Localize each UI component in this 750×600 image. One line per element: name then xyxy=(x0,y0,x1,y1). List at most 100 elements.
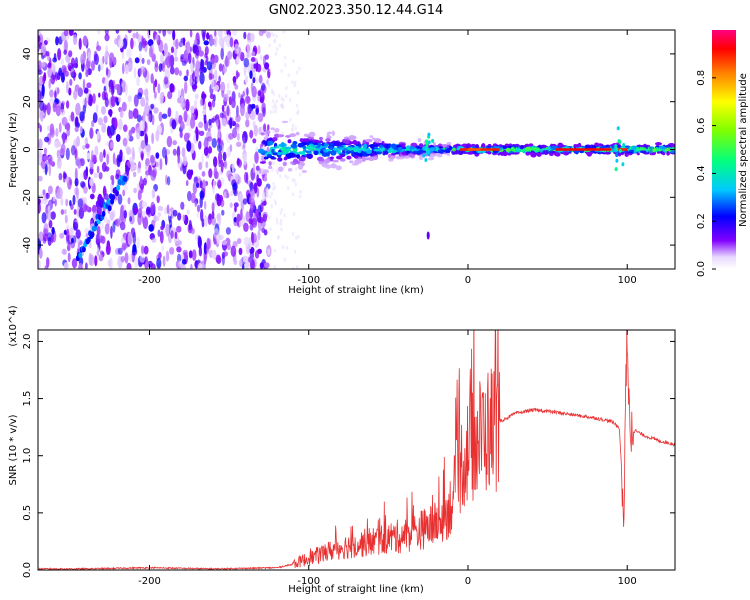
heatmap-cell xyxy=(150,263,156,269)
heatmap-cell xyxy=(431,138,435,143)
heatmap-cell xyxy=(156,215,160,222)
heatmap-cell xyxy=(143,245,149,255)
heatmap-cell xyxy=(38,69,43,75)
heatmap-cell xyxy=(81,246,86,253)
colorbar: 0.0 0.2 0.4 0.6 0.8 Normalized spectral ampl… xyxy=(696,30,749,277)
heatmap-cell xyxy=(98,199,102,206)
heatmap-cell xyxy=(276,47,279,52)
heatmap-cell xyxy=(40,160,46,170)
heatmap-cell xyxy=(212,180,216,189)
heatmap-cell xyxy=(239,259,243,267)
heatmap-cell xyxy=(246,50,250,59)
heatmap-cell xyxy=(293,249,297,254)
heatmap-cell xyxy=(286,175,289,180)
heatmap-cell xyxy=(280,208,283,212)
heatmap-cell xyxy=(515,148,522,153)
heatmap-cell xyxy=(403,155,411,159)
heatmap-cell xyxy=(172,148,177,156)
heatmap-cell xyxy=(144,132,148,144)
heatmap-cell xyxy=(211,138,217,148)
heatmap-cell xyxy=(108,109,113,116)
y-tick-label: 2.0 xyxy=(22,333,33,349)
heatmap-cell xyxy=(180,201,185,210)
heatmap-cell xyxy=(74,167,78,181)
heatmap-cell xyxy=(202,31,206,42)
heatmap-cell xyxy=(104,33,110,42)
heatmap-cell xyxy=(656,151,661,154)
heatmap-cell xyxy=(38,89,42,102)
heatmap-cell xyxy=(80,172,84,181)
heatmap-cell xyxy=(61,248,67,255)
heatmap-cell xyxy=(89,193,95,200)
heatmap-cell xyxy=(74,177,79,187)
heatmap-cell xyxy=(116,154,121,168)
heatmap-cell xyxy=(58,67,62,77)
heatmap-cell xyxy=(222,66,228,73)
heatmap-cell xyxy=(123,176,128,183)
heatmap-cell xyxy=(136,236,141,249)
heatmap-cell xyxy=(213,84,219,92)
figure-title: GN02.2023.350.12.44.G14 xyxy=(269,3,444,18)
heatmap-cell xyxy=(264,54,269,60)
heatmap-cell xyxy=(127,134,130,141)
heatmap-cell xyxy=(104,51,109,63)
heatmap-cell xyxy=(261,82,266,91)
heatmap-cell xyxy=(127,95,132,103)
heatmap-cell xyxy=(78,72,82,80)
heatmap-cell xyxy=(203,140,208,148)
heatmap-cell xyxy=(273,102,276,107)
heatmap-cell xyxy=(201,153,204,165)
heatmap-cell xyxy=(107,205,112,212)
heatmap-cell xyxy=(396,144,402,148)
heatmap-cell xyxy=(44,136,50,143)
heatmap-cell xyxy=(243,222,249,232)
heatmap-cell xyxy=(427,150,431,155)
heatmap-cell xyxy=(97,64,101,72)
heatmap-cell xyxy=(444,148,451,154)
heatmap-cell xyxy=(135,127,141,140)
heatmap-cell xyxy=(373,142,377,145)
y-tick-label: -20 xyxy=(22,189,33,205)
heatmap-cell xyxy=(236,57,240,64)
heatmap-cell xyxy=(131,126,136,134)
heatmap-cell xyxy=(315,145,321,149)
heatmap-cell xyxy=(203,146,209,157)
heatmap-cell xyxy=(238,247,243,256)
heatmap-cell xyxy=(151,132,155,145)
x-tick-label: 0 xyxy=(465,275,471,286)
heatmap-cell xyxy=(79,240,83,246)
heatmap-cell xyxy=(334,142,342,147)
heatmap-cell xyxy=(624,150,628,155)
heatmap-cell xyxy=(255,165,260,171)
heatmap-cell xyxy=(284,174,287,179)
heatmap-cell xyxy=(260,150,268,154)
heatmap-cell xyxy=(268,165,273,170)
heatmap-cell xyxy=(84,137,89,145)
heatmap-cell xyxy=(175,38,179,50)
heatmap-cell xyxy=(250,188,256,200)
heatmap-cell xyxy=(220,47,224,60)
heatmap-cell xyxy=(56,149,60,159)
heatmap-cell xyxy=(355,141,361,145)
spectrogram-x-label: Height of straight line (km) xyxy=(288,285,424,296)
heatmap-cell xyxy=(176,225,182,233)
heatmap-cell xyxy=(194,93,199,100)
heatmap-cell xyxy=(129,156,133,165)
heatmap-cell xyxy=(66,123,71,131)
heatmap-cell xyxy=(126,48,132,58)
heatmap-cell xyxy=(223,93,229,102)
heatmap-cell xyxy=(211,202,215,213)
heatmap-cell xyxy=(273,199,277,204)
heatmap-cell xyxy=(325,152,330,157)
heatmap-cell xyxy=(194,201,197,208)
heatmap-cell xyxy=(203,215,208,227)
heatmap-cell xyxy=(355,143,362,147)
heatmap-cell xyxy=(186,140,192,152)
heatmap-cell xyxy=(215,254,221,264)
heatmap-cell xyxy=(622,143,626,147)
heatmap-cell xyxy=(223,192,227,199)
heatmap-cell xyxy=(372,137,376,140)
heatmap-cell xyxy=(373,148,380,152)
heatmap-cell xyxy=(77,159,82,169)
heatmap-cell xyxy=(128,129,133,138)
